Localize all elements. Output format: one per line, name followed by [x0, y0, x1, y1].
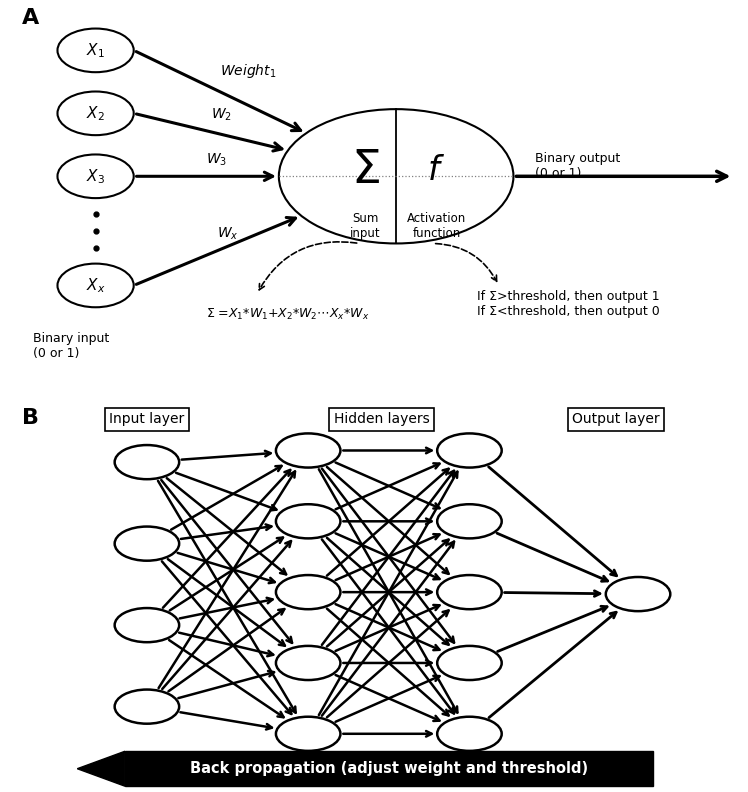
Circle shape [279, 109, 513, 243]
Text: A: A [22, 9, 40, 29]
Circle shape [437, 433, 502, 467]
Circle shape [437, 575, 502, 609]
Circle shape [276, 646, 340, 680]
Text: $f$: $f$ [427, 154, 446, 186]
Text: Output layer: Output layer [572, 413, 660, 426]
Circle shape [58, 264, 134, 307]
Text: $X_3$: $X_3$ [86, 167, 105, 185]
Circle shape [437, 505, 502, 539]
Circle shape [114, 527, 180, 561]
Text: $\Sigma$: $\Sigma$ [351, 147, 380, 192]
Text: Activation
function: Activation function [407, 212, 466, 240]
Text: $W_x$: $W_x$ [218, 226, 239, 242]
Text: $W_3$: $W_3$ [206, 151, 227, 168]
Text: Binary input
(0 or 1): Binary input (0 or 1) [33, 332, 109, 360]
FancyArrow shape [77, 752, 125, 786]
Text: $X_2$: $X_2$ [86, 104, 105, 123]
Circle shape [276, 717, 340, 751]
FancyBboxPatch shape [125, 752, 653, 786]
Text: Binary output
(0 or 1): Binary output (0 or 1) [536, 152, 621, 180]
Text: If Σ>threshold, then output 1
If Σ<threshold, then output 0: If Σ>threshold, then output 1 If Σ<thres… [476, 290, 660, 318]
Text: Input layer: Input layer [109, 413, 185, 426]
Circle shape [276, 433, 340, 467]
Text: $X_1$: $X_1$ [86, 41, 105, 59]
Text: Back propagation (adjust weight and threshold): Back propagation (adjust weight and thre… [190, 761, 588, 776]
Circle shape [437, 646, 502, 680]
Circle shape [114, 690, 180, 724]
Text: Sum
input: Sum input [350, 212, 381, 240]
Circle shape [276, 505, 340, 539]
Text: $W_2$: $W_2$ [211, 106, 232, 123]
Text: $X_x$: $X_x$ [86, 276, 105, 295]
Text: $Weight_1$: $Weight_1$ [220, 62, 276, 80]
Circle shape [276, 575, 340, 609]
Text: Hidden layers: Hidden layers [334, 413, 429, 426]
Text: B: B [22, 408, 40, 428]
Circle shape [58, 154, 134, 198]
Circle shape [437, 717, 502, 751]
Circle shape [58, 29, 134, 72]
Text: $\Sigma$ =$X_1$*$W_1$+$X_2$*$W_2$$\cdots$$X_x$*$W_x$: $\Sigma$ =$X_1$*$W_1$+$X_2$*$W_2$$\cdots… [206, 307, 369, 322]
Circle shape [606, 577, 670, 611]
Circle shape [58, 92, 134, 135]
Circle shape [114, 608, 180, 642]
Circle shape [114, 445, 180, 479]
